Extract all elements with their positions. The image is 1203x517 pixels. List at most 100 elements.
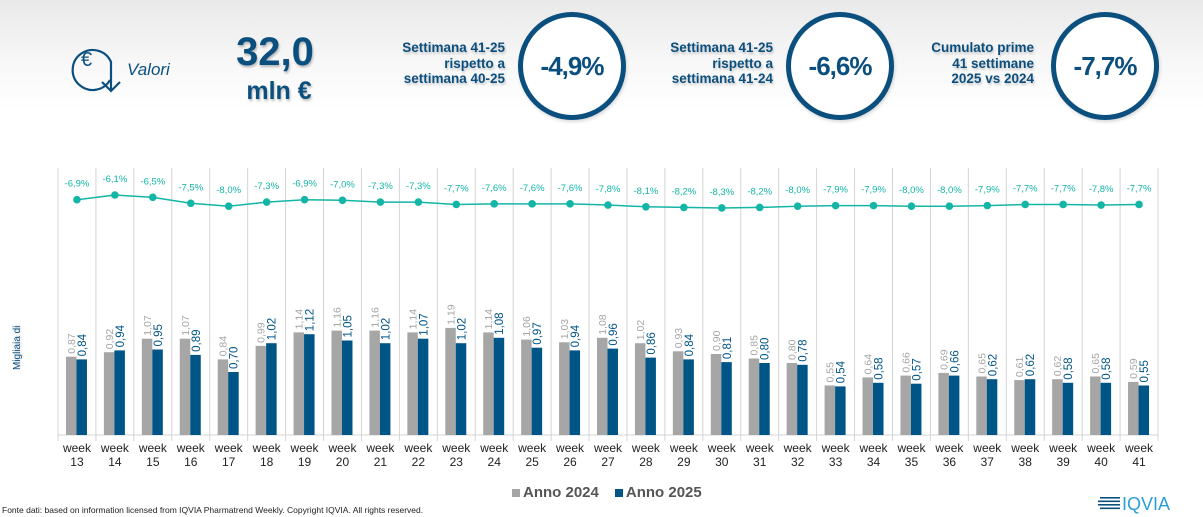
bar-2024-label: 0,62: [1052, 356, 1064, 377]
bar-2024-label: 0,65: [1090, 353, 1102, 374]
line-point: [566, 200, 574, 208]
x-tick-label: week: [896, 441, 926, 455]
line-point: [149, 193, 157, 202]
x-tick-label: week: [669, 441, 699, 455]
bar-2024: [1052, 379, 1063, 435]
x-tick-label: 20: [336, 455, 350, 469]
bar-2025-label: 1,08: [494, 312, 506, 334]
bar-2025-label: 0,70: [229, 347, 241, 369]
x-tick-label: week: [934, 441, 964, 455]
line-point-label: -7,9%: [975, 185, 1000, 196]
bar-2025: [1062, 382, 1074, 435]
bar-2024: [255, 345, 267, 435]
bar-2025: [1138, 385, 1150, 435]
line-point-label: -7,3%: [368, 181, 393, 192]
bar-2024: [710, 354, 722, 435]
x-tick-label: week: [403, 441, 433, 455]
bar-2024: [331, 330, 342, 435]
x-tick-label: 14: [108, 455, 122, 469]
kpi-1-label-line: settimana 40-25: [403, 71, 505, 86]
bar-2024: [1128, 381, 1139, 435]
line-point-label: -8,0%: [216, 185, 241, 196]
bar-2025: [190, 354, 201, 435]
bar-2024-label: 0,87: [66, 333, 78, 354]
x-tick-label: 23: [450, 455, 464, 469]
line-point: [831, 201, 840, 210]
x-tick-label: 36: [943, 455, 957, 469]
bar-2025-label: 0,78: [798, 339, 810, 361]
x-tick-label: week: [176, 441, 206, 455]
x-tick-label: week: [707, 441, 737, 455]
line-point-label: -7,6%: [558, 183, 583, 194]
bar-2025: [228, 372, 239, 435]
x-tick-label: 41: [1132, 455, 1146, 469]
bar-2024-label: 1,14: [407, 309, 419, 330]
line-point-label: -8,0%: [899, 185, 924, 196]
bar-2025-label: 0,54: [836, 360, 848, 383]
x-tick-label: 40: [1094, 455, 1108, 469]
bar-2025: [910, 383, 922, 435]
line-point-label: -6,9%: [292, 179, 317, 190]
x-tick-label: 16: [184, 455, 198, 469]
bar-2024: [824, 385, 836, 435]
legend-item-2024: Anno 2024: [512, 484, 599, 501]
line-point: [1135, 200, 1143, 209]
bar-2024: [217, 359, 229, 435]
bar-2024-label: 1,07: [180, 315, 192, 336]
line-point: [111, 191, 119, 199]
x-tick-label: 24: [488, 455, 502, 469]
euro-down-arrow-icon: €: [71, 48, 121, 93]
line-point: [414, 198, 423, 206]
bar-2025: [721, 362, 732, 435]
bar-2024-label: 1,08: [597, 314, 609, 335]
y-axis-title: Migliaia di: [12, 325, 23, 370]
bar-2025-label: 0,94: [115, 324, 127, 347]
bar-2025-label: 0,80: [760, 338, 772, 360]
x-tick-label: 27: [601, 455, 615, 469]
bar-2025-label: 0,58: [874, 357, 886, 379]
x-tick-label: week: [62, 441, 92, 455]
bar-2025-label: 1,05: [342, 315, 354, 337]
line-point: [262, 198, 271, 206]
line-point: [793, 202, 802, 211]
bar-2025-label: 0,55: [1139, 360, 1151, 382]
bar-2025-label: 0,95: [153, 324, 165, 346]
bar-2024: [900, 375, 911, 435]
bar-2025-label: 0,97: [532, 322, 544, 344]
bar-2025-label: 0,84: [684, 333, 696, 356]
x-tick-label: week: [859, 441, 889, 455]
line-point-label: -6,5%: [140, 176, 165, 187]
bar-2024: [1014, 380, 1025, 435]
bar-2024-label: 0,64: [863, 354, 875, 375]
x-tick-label: week: [479, 441, 509, 455]
total-value: 32,0: [236, 30, 314, 74]
line-point: [528, 200, 536, 208]
bar-2025: [1024, 379, 1036, 435]
line-point-label: -7,7%: [1127, 183, 1152, 194]
bar-2024-label: 0,90: [711, 330, 723, 351]
bar-2025: [455, 343, 467, 435]
bar-2024-label: 1,16: [369, 307, 381, 328]
x-tick-label: week: [1010, 441, 1040, 455]
legend-label-2024: Anno 2024: [523, 484, 599, 501]
line-point: [452, 200, 461, 209]
bar-2024-label: 1,16: [331, 307, 343, 328]
bar-2025-label: 0,62: [1025, 354, 1037, 376]
bar-2025: [607, 348, 618, 435]
line-point-label: -7,7%: [444, 183, 469, 194]
x-tick-label: week: [290, 441, 320, 455]
line-point: [869, 201, 878, 210]
bar-2025-label: 0,84: [77, 333, 89, 356]
x-tick-label: week: [214, 441, 244, 455]
kpi-3-circle: -7,7%: [1051, 12, 1159, 120]
legend-swatch-2025: [614, 488, 623, 497]
line-point: [224, 202, 233, 211]
chart-legend: Anno 2024 Anno 2025: [512, 484, 702, 501]
bar-2025: [417, 338, 429, 435]
bar-2024: [293, 332, 305, 435]
kpi-2-value: -6,6%: [808, 50, 873, 81]
bar-2025-label: 1,07: [418, 313, 430, 335]
x-tick-label: 31: [753, 455, 767, 469]
bar-2025-label: 0,89: [191, 330, 203, 352]
bar-2024-label: 1,14: [294, 309, 306, 330]
